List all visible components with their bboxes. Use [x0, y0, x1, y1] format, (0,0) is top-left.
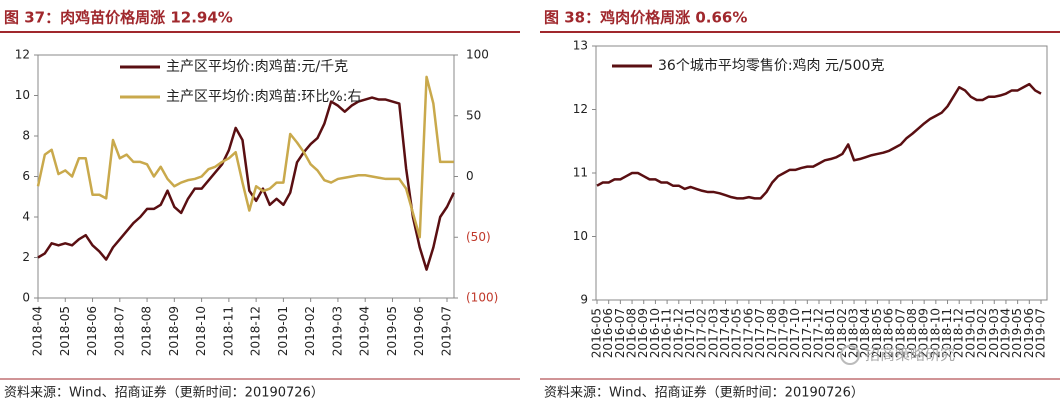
x-tick-label: 2017-10: [788, 308, 802, 358]
x-tick-label: 2018-04: [31, 306, 45, 356]
y-tick-label: 10: [573, 229, 588, 243]
x-tick-label: 2018-04: [858, 308, 872, 358]
x-tick-label: 2016-08: [625, 308, 639, 358]
x-tick-label: 2019-05: [385, 306, 399, 356]
x-tick-label: 2016-12: [671, 308, 685, 358]
x-tick-label: 2019-07: [1034, 308, 1048, 358]
watermark: 招商策略研究: [865, 346, 955, 364]
y-tick-label: 6: [22, 169, 30, 183]
x-tick-label: 2016-11: [660, 308, 674, 358]
x-tick-label: 2018-10: [928, 308, 942, 358]
plot-frame: [595, 45, 1048, 301]
x-tick-label: 2018-02: [835, 308, 849, 358]
x-tick-label: 2017-01: [683, 308, 697, 358]
series-line: [596, 82, 1042, 200]
y-tick-label: 0: [22, 291, 30, 305]
x-tick-label: 2019-01: [963, 308, 977, 358]
x-tick-label: 2018-05: [870, 308, 884, 358]
x-tick-label: 2018-10: [194, 306, 208, 356]
x-tick-label: 2019-06: [412, 306, 426, 356]
x-tick-label: 2016-06: [601, 308, 615, 358]
legend-label: 36个城市平均零售价:鸡肉 元/500克: [658, 57, 884, 74]
x-tick-label: 2018-09: [167, 306, 181, 356]
x-tick-label: 2019-07: [440, 306, 454, 356]
y2-tick-label: 0: [466, 169, 474, 183]
watermark-icon: [840, 345, 860, 365]
y2-tick-label: (100): [466, 291, 498, 305]
x-tick-label: 2018-11: [221, 306, 235, 356]
x-tick-label: 2017-05: [730, 308, 744, 358]
x-tick-label: 2018-07: [893, 308, 907, 358]
series-line: [37, 96, 455, 271]
chart-title: 图 37：肉鸡苗价格周涨 12.94%: [4, 9, 233, 27]
y-tick-label: 8: [22, 129, 30, 143]
y-tick-label: 11: [573, 166, 588, 180]
x-tick-label: 2017-04: [718, 308, 732, 358]
x-tick-label: 2019-04: [358, 306, 372, 356]
x-tick-label: 2019-06: [1022, 308, 1036, 358]
x-tick-label: 2018-06: [882, 308, 896, 358]
x-tick-label: 2016-09: [636, 308, 650, 358]
y2-tick-label: 100: [466, 48, 489, 62]
x-tick-label: 2018-08: [140, 306, 154, 356]
legend-label: 主产区平均价:肉鸡苗:元/千克: [166, 58, 348, 75]
y-tick-label: 12: [15, 48, 30, 62]
x-tick-label: 2016-05: [590, 308, 604, 358]
x-tick-label: 2019-02: [975, 308, 989, 358]
y2-tick-label: (50): [466, 230, 491, 244]
x-tick-label: 2017-08: [765, 308, 779, 358]
x-tick-label: 2018-12: [249, 306, 263, 356]
x-tick-label: 2017-09: [776, 308, 790, 358]
x-tick-label: 2018-12: [952, 308, 966, 358]
x-tick-label: 2019-04: [998, 308, 1012, 358]
x-tick-label: 2018-01: [823, 308, 837, 358]
x-tick-label: 2016-10: [648, 308, 662, 358]
y-tick-label: 12: [573, 102, 588, 116]
x-tick-label: 2019-02: [303, 306, 317, 356]
source: 资料来源：Wind、招商证券（更新时间：20190726）: [4, 385, 324, 401]
source: 资料来源：Wind、招商证券（更新时间：20190726）: [544, 385, 864, 401]
x-tick-label: 2019-03: [987, 308, 1001, 358]
y-tick-label: 10: [15, 88, 30, 102]
y2-tick-label: 50: [466, 108, 481, 122]
x-tick-label: 2018-08: [905, 308, 919, 358]
x-tick-label: 2019-01: [276, 306, 290, 356]
chart-title: 图 38：鸡肉价格周涨 0.66%: [544, 9, 747, 27]
x-tick-label: 2018-07: [112, 306, 126, 356]
x-tick-label: 2018-11: [940, 308, 954, 358]
legend-label: 主产区平均价:肉鸡苗:环比%:右: [166, 88, 361, 105]
y-tick-label: 2: [22, 250, 30, 264]
x-tick-label: 2018-09: [917, 308, 931, 358]
x-tick-label: 2017-02: [695, 308, 709, 358]
x-tick-label: 2019-03: [330, 306, 344, 356]
series-line: [36, 75, 454, 239]
x-tick-label: 2018-05: [58, 306, 72, 356]
y-tick-label: 4: [22, 210, 30, 224]
x-tick-label: 2016-07: [613, 308, 627, 358]
x-tick-label: 2019-05: [1010, 308, 1024, 358]
x-tick-label: 2017-06: [741, 308, 755, 358]
y-tick-label: 13: [573, 39, 588, 53]
x-tick-label: 2018-06: [85, 306, 99, 356]
x-tick-label: 2017-03: [706, 308, 720, 358]
y-tick-label: 9: [580, 293, 588, 307]
x-tick-label: 2017-07: [753, 308, 767, 358]
x-tick-label: 2017-12: [812, 308, 826, 358]
x-tick-label: 2017-11: [800, 308, 814, 358]
